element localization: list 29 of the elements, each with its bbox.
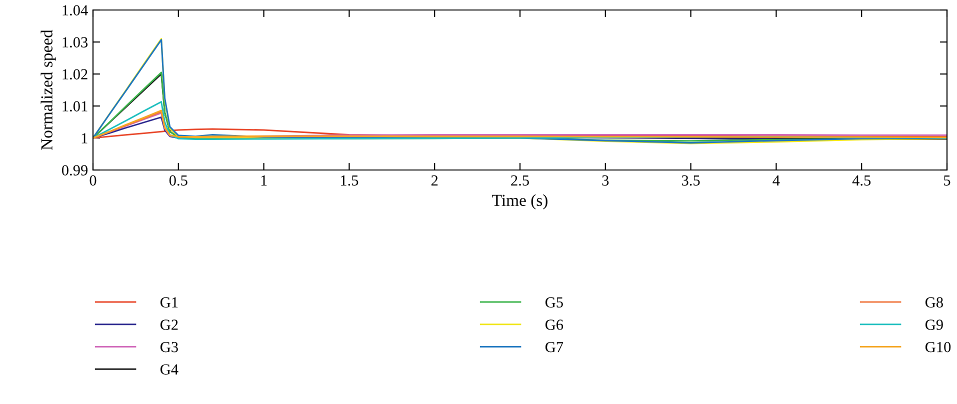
y-tick-label: 1: [82, 133, 88, 144]
y-axis-title: Normalized speed: [40, 30, 56, 150]
y-tick-label: 1.01: [62, 101, 88, 112]
y-tick-label: 1.03: [62, 37, 88, 48]
y-tick-label: 0.99: [62, 165, 88, 176]
x-tick-label: 2: [431, 175, 438, 186]
x-tick-label: 5: [944, 175, 950, 186]
x-tick-label: 0.5: [169, 175, 188, 186]
x-tick-label: 2.5: [511, 175, 529, 186]
x-tick-label: 1: [261, 175, 267, 186]
y-tick-label: 1.04: [62, 5, 88, 16]
legend-label: G10: [925, 342, 951, 352]
x-axis-title: Time (s): [492, 194, 548, 210]
legend-label: G1: [160, 297, 178, 308]
legend-label: G9: [925, 320, 943, 330]
x-tick-label: 4.5: [852, 175, 871, 186]
legend-label: G6: [545, 320, 564, 330]
x-tick-label: 4: [772, 175, 780, 186]
x-tick-label: 3.5: [682, 175, 700, 186]
x-tick-label: 0: [90, 175, 96, 186]
x-tick-label: 1.5: [340, 175, 358, 186]
legend-label: G7: [545, 342, 564, 352]
legend-label: G8: [925, 297, 943, 308]
y-tick-label: 1.02: [62, 69, 88, 80]
legend-label: G5: [545, 297, 563, 308]
legend-label: G4: [160, 364, 178, 375]
legend-label: G3: [160, 342, 178, 352]
x-tick-label: 3: [602, 175, 609, 186]
legend-label: G2: [160, 320, 178, 330]
